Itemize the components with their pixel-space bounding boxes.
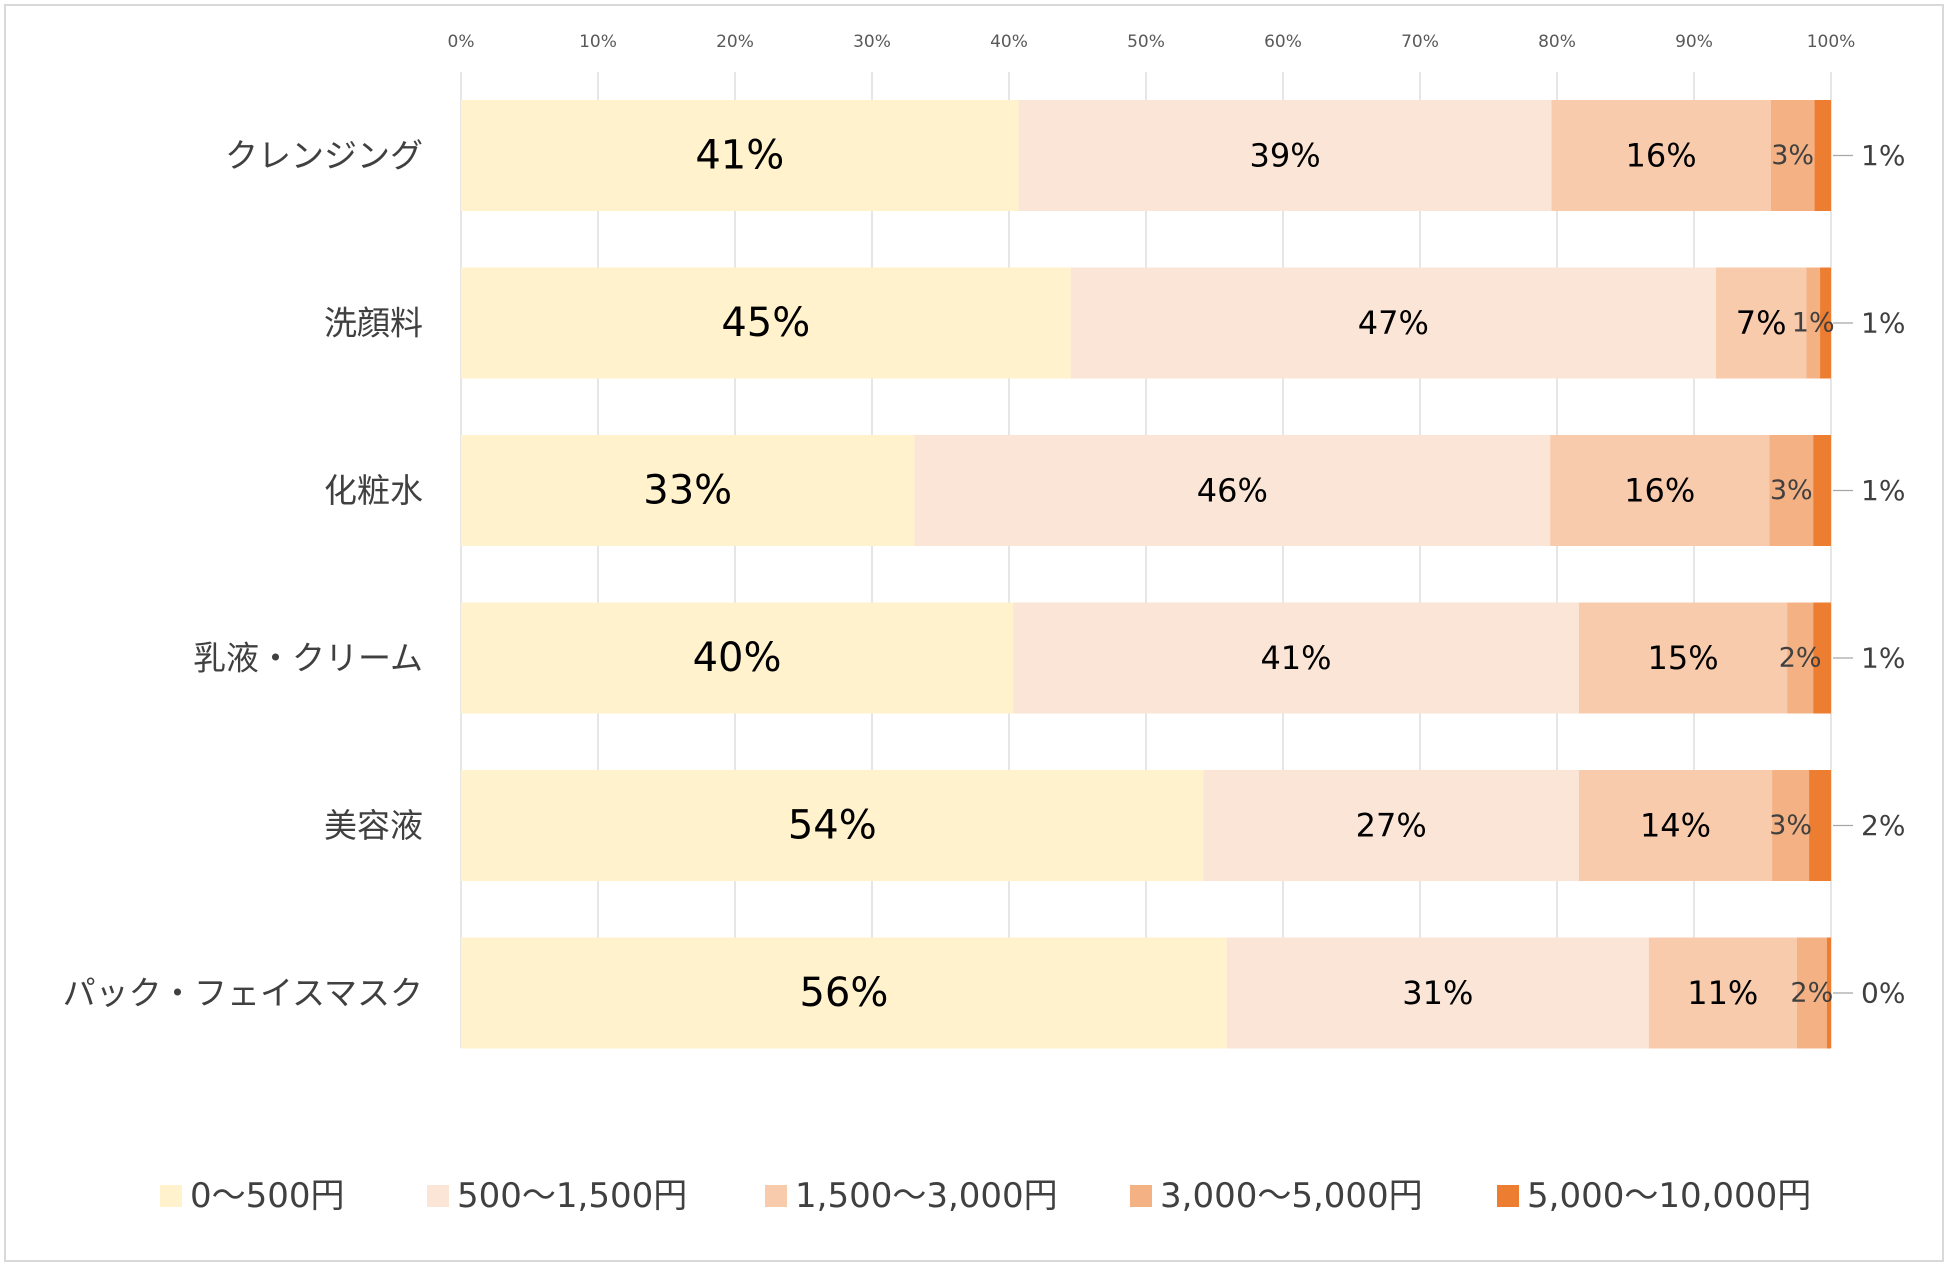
bar-segment: [1550, 435, 1770, 546]
category-label: 洗顔料: [324, 304, 423, 343]
bar-segment: [1226, 937, 1649, 1049]
data-label: 11%: [1687, 974, 1758, 1012]
bar-segment: [1820, 267, 1831, 379]
legend-swatch: [427, 1185, 449, 1207]
bar-segment: [1772, 770, 1810, 881]
data-label: 7%: [1736, 304, 1787, 342]
category-label: 乳液・クリーム: [193, 639, 423, 678]
legend-swatch: [765, 1185, 787, 1207]
x-tick-label: 40%: [990, 32, 1028, 52]
x-tick-label: 0%: [448, 32, 475, 52]
data-label: 41%: [1260, 639, 1331, 677]
bar-segment: [1796, 937, 1827, 1049]
bar-segment: [1551, 100, 1771, 211]
bar-segment: [1013, 602, 1579, 714]
category-label: パック・フェイスマスク: [63, 974, 423, 1013]
data-label: 2%: [1779, 643, 1822, 674]
bar-segment: [1770, 100, 1815, 211]
legend-swatch: [160, 1185, 182, 1207]
bar-segment: [1578, 770, 1773, 881]
x-tick-label: 100%: [1807, 32, 1856, 52]
data-label: 1%: [1861, 474, 1905, 507]
bar-segment: [1809, 770, 1831, 881]
x-tick-label: 80%: [1538, 32, 1576, 52]
x-tick-label: 90%: [1675, 32, 1713, 52]
bar-segment: [1203, 770, 1579, 881]
legend-swatch: [1497, 1185, 1519, 1207]
data-label: 56%: [799, 970, 888, 1016]
legend-label: 0〜500円: [190, 1176, 345, 1216]
data-label: 3%: [1770, 475, 1813, 506]
data-label: 45%: [721, 300, 810, 346]
bar-segment: [1648, 937, 1797, 1049]
data-label: 46%: [1197, 472, 1268, 510]
data-label: 2%: [1861, 809, 1905, 842]
bar-segment: [461, 267, 1071, 379]
x-tick-label: 30%: [853, 32, 891, 52]
bar-segment: [461, 435, 915, 546]
bar-segment: [1787, 602, 1814, 714]
gridlines: [460, 72, 1832, 1048]
bar-segment: [1070, 267, 1716, 379]
bar-segment: [1769, 435, 1814, 546]
data-label: 0%: [1861, 977, 1905, 1010]
bar-segment: [461, 100, 1019, 211]
data-label: 1%: [1861, 642, 1905, 675]
legend-label: 3,000〜5,000円: [1160, 1176, 1423, 1216]
x-axis-ticks: 0% 10% 20% 30% 40% 50% 60% 70% 80% 90% 100%: [448, 32, 1856, 52]
data-label: 40%: [693, 635, 782, 681]
data-label: 1%: [1792, 308, 1835, 339]
bar-segment: [1826, 937, 1831, 1049]
legend-label: 5,000〜10,000円: [1527, 1176, 1811, 1216]
data-labels: 41% 39% 16% 3% 1%45% 47% 7% 1% 1%33% 46% 16% 3% 1%40…: [643, 133, 1905, 1017]
bar-segment: [1806, 267, 1821, 379]
x-tick-label: 20%: [716, 32, 754, 52]
x-tick-label: 10%: [579, 32, 617, 52]
data-label: 14%: [1640, 807, 1711, 845]
bar-segment: [461, 602, 1014, 714]
data-label: 27%: [1356, 807, 1427, 845]
x-tick-label: 50%: [1127, 32, 1165, 52]
data-label: 3%: [1771, 140, 1814, 171]
legend: 0〜500円 500〜1,500円 1,500〜3,000円 3,000〜5,000円…: [160, 1176, 1811, 1216]
data-label: 1%: [1861, 307, 1905, 340]
legend-label: 1,500〜3,000円: [795, 1176, 1058, 1216]
category-label: クレンジング: [225, 136, 423, 175]
data-label: 33%: [643, 468, 732, 514]
data-label: 54%: [788, 803, 877, 849]
data-label: 2%: [1790, 978, 1833, 1009]
x-tick-label: 70%: [1401, 32, 1439, 52]
bar-segment: [1715, 267, 1807, 379]
bar-segment: [1578, 602, 1788, 714]
bar-segment: [461, 770, 1204, 881]
data-label: 1%: [1861, 139, 1905, 172]
bars: [461, 100, 1831, 1049]
legend-label: 500〜1,500円: [457, 1176, 687, 1216]
data-label: 41%: [695, 133, 784, 179]
bar-segment: [1813, 602, 1831, 714]
category-label: 美容液: [324, 806, 423, 845]
data-label: 15%: [1647, 639, 1718, 677]
bar-segment: [1018, 100, 1552, 211]
data-label: 16%: [1624, 472, 1695, 510]
data-label: 39%: [1249, 137, 1320, 175]
data-label: 3%: [1769, 810, 1812, 841]
bar-segment: [1814, 100, 1831, 211]
category-label: 化粧水: [324, 471, 423, 510]
data-label: 16%: [1626, 137, 1697, 175]
bar-segment: [1813, 435, 1831, 546]
data-label: 31%: [1402, 974, 1473, 1012]
legend-swatch: [1130, 1185, 1152, 1207]
bar-segment: [461, 937, 1227, 1049]
x-tick-label: 60%: [1264, 32, 1302, 52]
bar-segment: [914, 435, 1551, 546]
data-label: 47%: [1358, 304, 1429, 342]
